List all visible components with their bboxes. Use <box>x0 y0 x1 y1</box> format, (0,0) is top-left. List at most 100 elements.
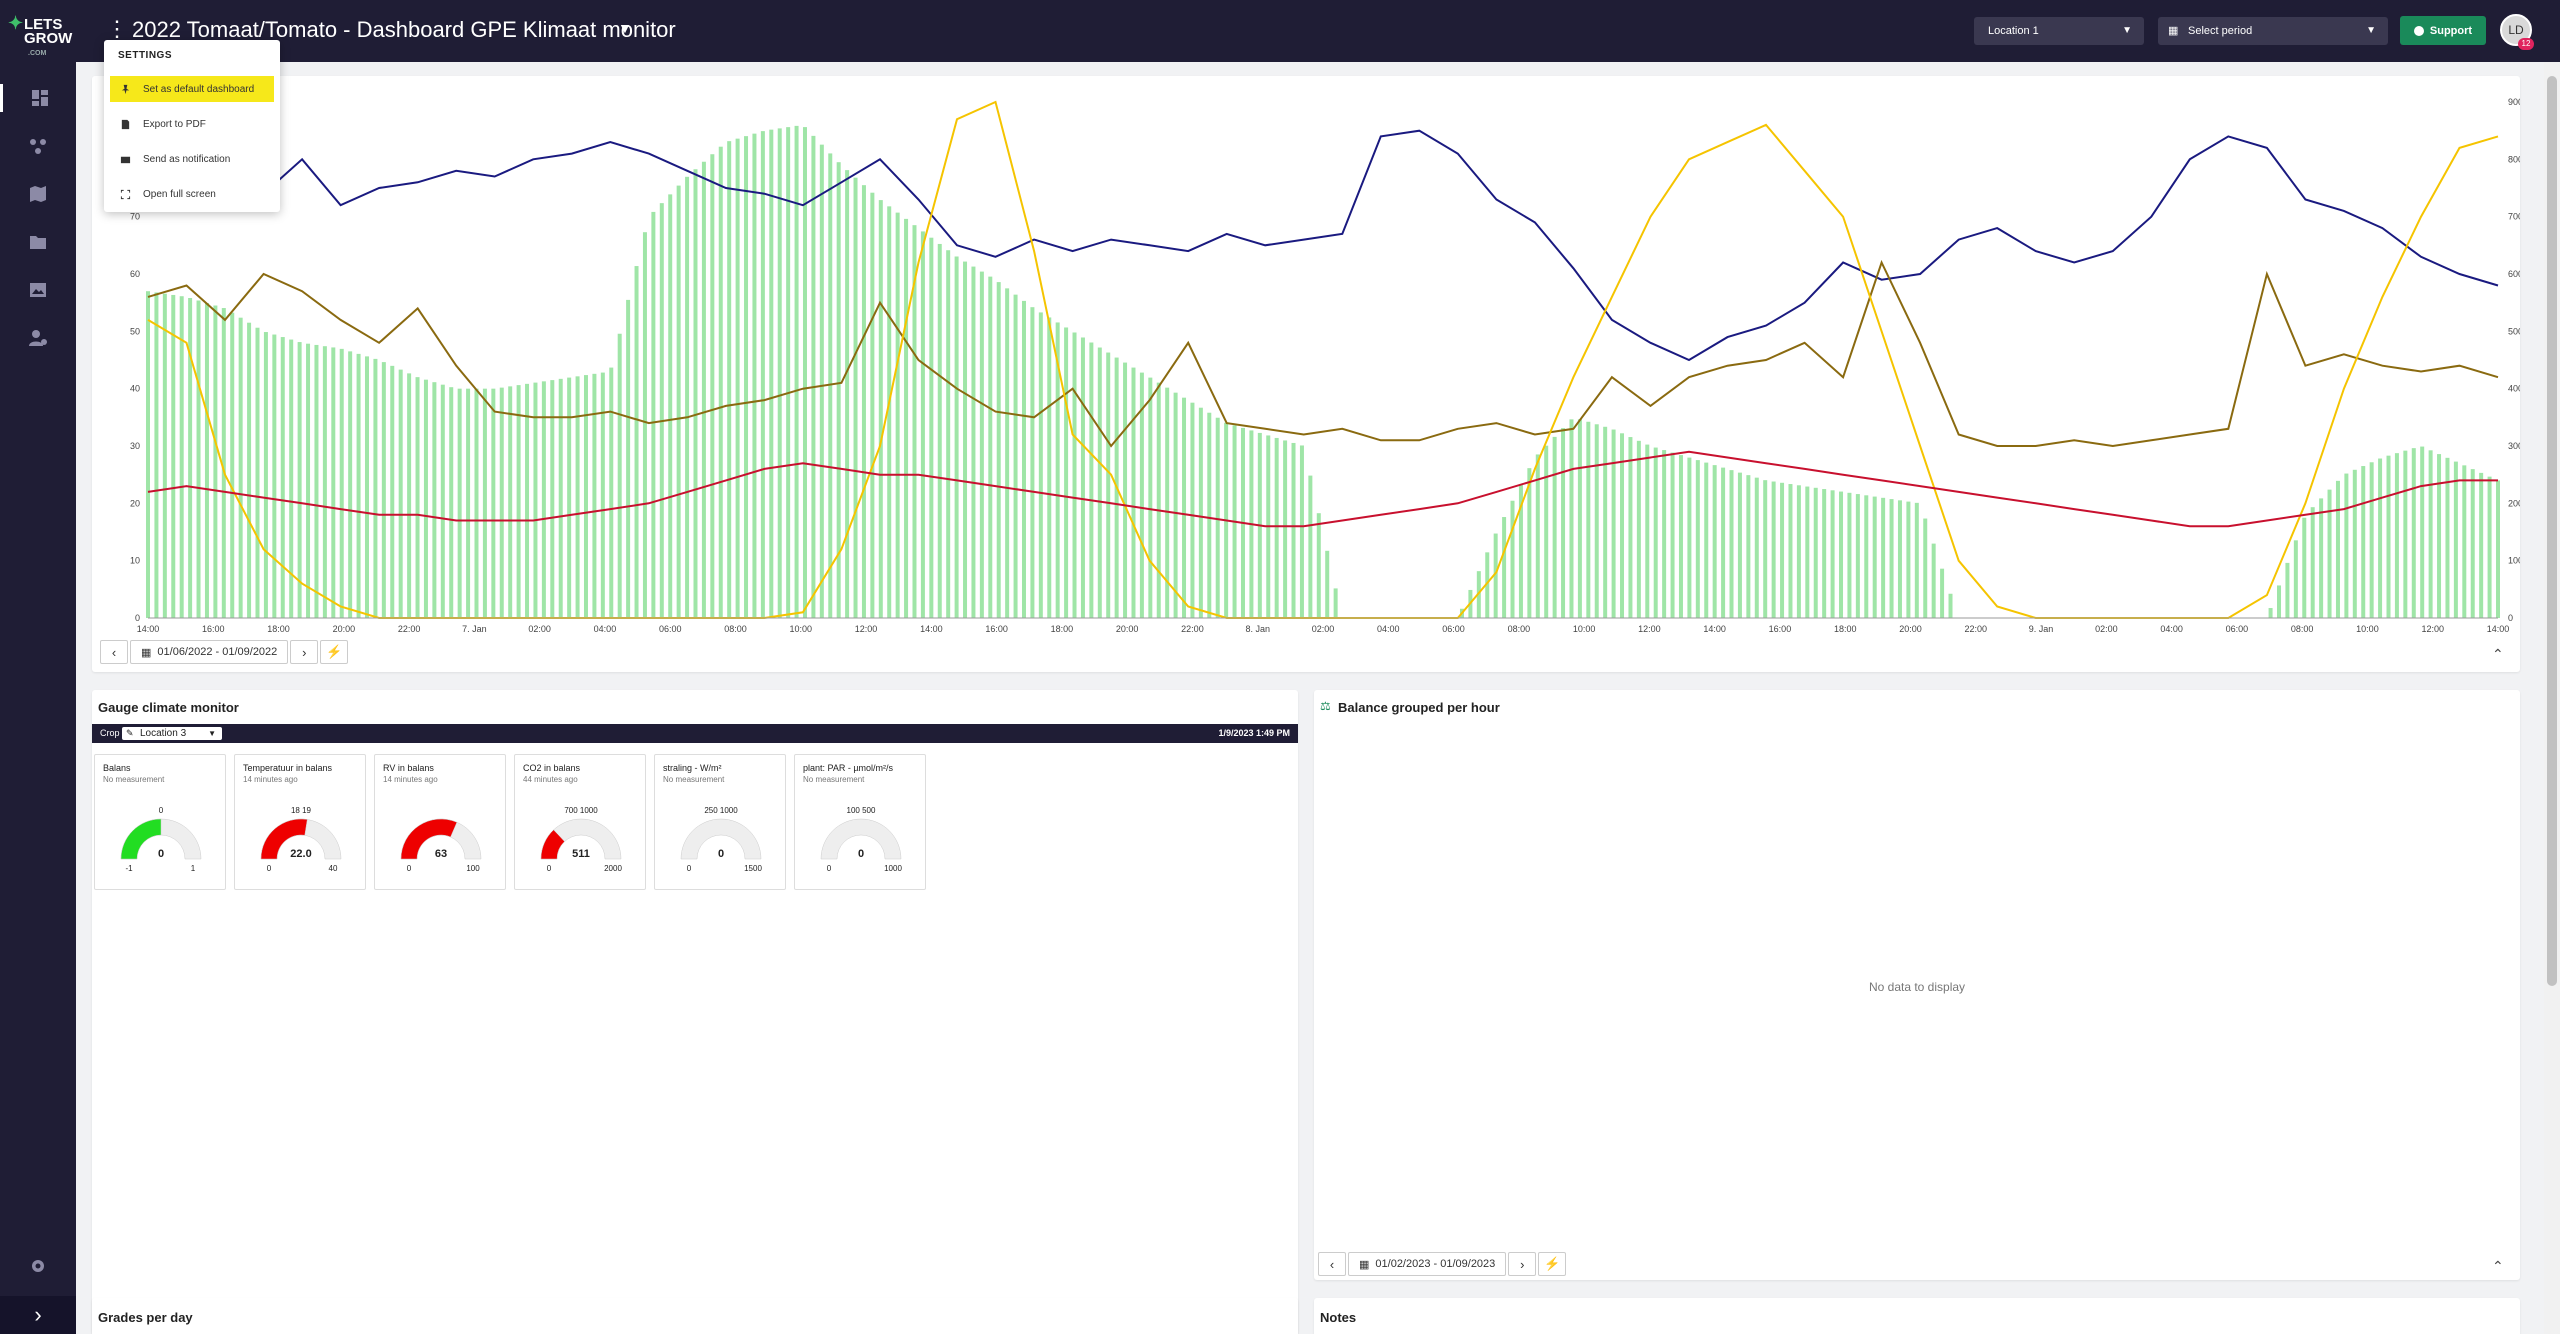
chart-bar <box>272 334 277 618</box>
gauge-track <box>820 818 902 860</box>
chart-bar <box>617 333 622 618</box>
gauge-card[interactable]: plant: PAR - µmol/m²/s No measurement 0 0 10… <box>794 754 926 890</box>
chart-bar <box>238 317 243 618</box>
gauge-fill <box>260 818 308 860</box>
chevron-left-icon: ‹ <box>111 644 117 660</box>
gauge-card[interactable]: Balans No measurement 0 -1 1 0 <box>94 754 226 890</box>
dashboard-title[interactable]: 2022 Tomaat/Tomato - Dashboard GPE Klima… <box>132 17 676 42</box>
leaf-icon: ✦ <box>8 13 24 33</box>
menu-item-export-pdf[interactable]: Export to PDF <box>110 111 274 137</box>
next-period-button[interactable]: › <box>290 640 319 664</box>
sidebar-item-user-settings[interactable] <box>24 324 52 352</box>
chart-bar <box>390 365 395 618</box>
chart-bar <box>1872 496 1877 618</box>
right-axis-tick-label: 800 <box>2508 154 2520 164</box>
chart-bar <box>162 293 167 618</box>
crop-location-value: Location 3 <box>140 728 187 739</box>
gauge-min-label: 0 <box>687 864 692 873</box>
menu-item-send-notification[interactable]: Send as notification <box>110 146 274 172</box>
logo[interactable]: ✦ LETS GROW .COM <box>8 13 72 57</box>
next-period-button[interactable]: › <box>1508 1252 1537 1276</box>
chart-bar <box>2437 454 2442 618</box>
left-axis-tick-label: 60 <box>130 269 140 279</box>
chart-bar <box>727 141 732 618</box>
gauge-top-label: 0 <box>159 806 164 815</box>
sidebar-item-images[interactable] <box>24 276 52 304</box>
date-range-button[interactable]: ▦ 01/06/2022 - 01/09/2022 <box>130 640 289 664</box>
chart-bar <box>1502 517 1507 618</box>
chart-bar <box>339 348 344 618</box>
menu-item-fullscreen[interactable]: Open full screen <box>110 181 274 207</box>
gauge-card[interactable]: CO2 in balans 44 minutes ago 511 0 2000 700 1… <box>514 754 646 890</box>
sidebar-item-dashboard[interactable] <box>0 84 76 112</box>
chart-bar <box>1839 491 1844 618</box>
x-axis-tick-label: 04:00 <box>2160 624 2183 634</box>
prev-period-button[interactable]: ‹ <box>1318 1252 1346 1276</box>
chart-bar <box>2462 465 2467 618</box>
refresh-button[interactable]: ⚡ <box>1538 1252 1567 1276</box>
climate-chart[interactable]: 0 10 20 30 40 50 60 70 800 100 200 300 400 500 600 700 8… <box>92 76 2520 636</box>
period-select[interactable]: ▦ Select period ▼ <box>2158 17 2388 45</box>
collapse-icon[interactable]: ⌃ <box>2492 646 2504 662</box>
sidebar-item-network[interactable] <box>24 132 52 160</box>
notification-badge: 12 <box>2518 38 2534 50</box>
x-axis-tick-label: 16:00 <box>985 624 1008 634</box>
scrollbar-thumb[interactable] <box>2547 76 2557 986</box>
left-axis-tick-label: 30 <box>130 441 140 451</box>
chart-bar <box>752 133 757 619</box>
chart-bar <box>1653 447 1658 618</box>
chart-bar <box>1620 433 1625 618</box>
x-axis-tick-label: 02:00 <box>2095 624 2118 634</box>
kebab-menu-icon[interactable]: ⋮ <box>106 16 128 41</box>
chart-bar <box>314 344 319 618</box>
chart-bar <box>1316 513 1321 618</box>
chart-bar <box>1594 424 1599 618</box>
chart-bar <box>963 261 968 618</box>
location-select[interactable]: Location 1 ▼ <box>1974 17 2144 45</box>
sidebar-item-folder[interactable] <box>24 228 52 256</box>
chart-bar <box>904 218 909 618</box>
chart-bar <box>1906 501 1911 618</box>
date-range-button[interactable]: ▦ 01/02/2023 - 01/09/2023 <box>1348 1252 1507 1276</box>
gauge-card[interactable]: RV in balans 14 minutes ago 63 0 100 <box>374 754 506 890</box>
page-scrollbar[interactable] <box>2544 62 2560 1334</box>
fullscreen-icon <box>120 189 131 199</box>
gauge-card[interactable]: straling - W/m² No measurement 0 0 1500 250 1… <box>654 754 786 890</box>
chart-bar <box>1864 495 1869 618</box>
chart-bar <box>845 170 850 618</box>
chart-bar <box>2285 562 2290 618</box>
x-axis-tick-label: 14:00 <box>137 624 160 634</box>
x-axis-tick-label: 04:00 <box>594 624 617 634</box>
gauge-value: 0 <box>158 848 164 860</box>
prev-period-button[interactable]: ‹ <box>100 640 128 664</box>
chevron-down-icon[interactable]: ▼ <box>618 20 632 36</box>
chart-bar <box>1013 294 1018 618</box>
support-button[interactable]: Support <box>2400 16 2486 45</box>
chart-bar <box>979 271 984 618</box>
chart-bar <box>1611 429 1616 618</box>
chart-date-bar: ‹ ▦ 01/06/2022 - 01/09/2022 › ⚡ <box>100 640 349 664</box>
refresh-button[interactable]: ⚡ <box>320 640 349 664</box>
date-range-label: 01/02/2023 - 01/09/2023 <box>1375 1258 1496 1270</box>
gauge-max-label: 40 <box>329 864 338 873</box>
menu-item-set-default[interactable]: Set as default dashboard <box>110 76 274 102</box>
sidebar-item-settings[interactable] <box>24 1252 52 1280</box>
chart-bar <box>1518 484 1523 618</box>
expand-sidebar-button[interactable]: › <box>0 1296 76 1334</box>
collapse-icon[interactable]: ⌃ <box>2492 1258 2504 1274</box>
chart-bar <box>777 128 782 618</box>
chart-bar <box>154 292 159 618</box>
chart-bar <box>204 303 209 618</box>
chart-bar <box>1274 437 1279 618</box>
gauge-min-label: 0 <box>547 864 552 873</box>
chart-bar <box>1308 475 1313 618</box>
gauge-card[interactable]: Temperatuur in balans 14 minutes ago 22.0 0… <box>234 754 366 890</box>
crop-location-select[interactable]: ✎ Location 3 ▼ <box>122 727 222 740</box>
gauge-subtitle: No measurement <box>803 775 865 784</box>
x-axis-tick-label: 06:00 <box>2226 624 2249 634</box>
chart-bar <box>1695 460 1700 618</box>
logo-line1: LETS <box>24 16 63 33</box>
chart-bar <box>2386 455 2391 618</box>
gauge-dial: 0 0 1000 100 500 <box>820 806 902 873</box>
sidebar-item-map[interactable] <box>24 180 52 208</box>
